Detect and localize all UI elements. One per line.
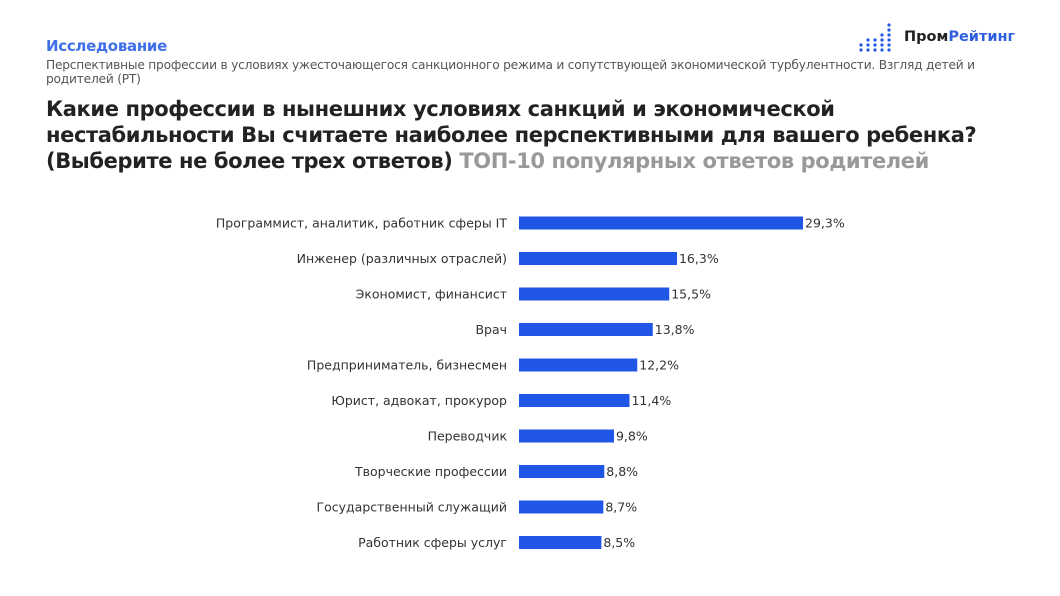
logo-dot: [873, 43, 877, 47]
category-label: Программист, аналитик, работник сферы IT: [216, 216, 508, 231]
logo-dot: [880, 33, 884, 37]
dot-bars-icon: [859, 23, 891, 52]
category-label: Юрист, адвокат, прокурор: [331, 393, 507, 408]
logo-dot: [880, 48, 884, 52]
logo-dot: [887, 33, 891, 37]
category-label: Работник сферы услуг: [358, 535, 507, 550]
value-label: 13,8%: [655, 322, 695, 337]
value-label: 11,4%: [631, 393, 671, 408]
logo-dot: [859, 48, 863, 52]
logo-part2: Рейтинг: [948, 29, 1016, 45]
value-label: 8,8%: [606, 464, 638, 479]
value-label: 15,5%: [671, 287, 711, 302]
section-kicker: Исследование: [46, 37, 167, 55]
category-label: Государственный служащий: [316, 500, 507, 515]
category-label: Врач: [475, 322, 507, 337]
bar: [519, 358, 638, 372]
logo-dot: [880, 43, 884, 47]
bar: [519, 536, 602, 549]
subtitle: Перспективные профессии в условиях ужест…: [46, 58, 975, 86]
logo: ПромРейтинг: [858, 22, 1015, 52]
category-label: Инженер (различных отраслей): [297, 251, 507, 266]
category-label: Экономист, финансист: [356, 287, 507, 302]
logo-dot: [866, 48, 870, 52]
value-label: 9,8%: [616, 429, 648, 444]
logo-dot: [859, 43, 863, 47]
logo-dot: [887, 28, 891, 32]
bar: [519, 252, 677, 265]
bar: [519, 287, 670, 301]
bar: [519, 323, 653, 336]
bar: [519, 500, 604, 514]
bar: [519, 216, 803, 230]
logo-dot: [880, 38, 884, 42]
logo-dot: [887, 48, 891, 52]
value-label: 8,7%: [605, 500, 637, 515]
value-label: 29,3%: [805, 216, 845, 231]
category-label: Предприниматель, бизнесмен: [307, 358, 507, 373]
logo-dot: [873, 38, 877, 42]
bar: [519, 394, 630, 407]
logo-dot: [866, 38, 870, 42]
logo-dot: [866, 43, 870, 47]
page-title: Какие профессии в нынешних условиях санк…: [46, 96, 1006, 174]
title-question: Какие профессии в нынешних условиях санк…: [46, 97, 977, 173]
logo-part1: Пром: [904, 29, 949, 45]
logo-dot: [887, 23, 891, 27]
value-label: 12,2%: [639, 358, 679, 373]
value-label: 8,5%: [603, 535, 635, 550]
logo-dot: [887, 38, 891, 42]
category-label: Переводчик: [428, 429, 508, 444]
logo-dot: [873, 48, 877, 52]
category-label: Творческие профессии: [354, 464, 507, 479]
bar: [519, 465, 605, 478]
value-label: 16,3%: [679, 251, 719, 266]
bar: [519, 429, 614, 443]
logo-dot: [887, 43, 891, 47]
title-accent: ТОП-10 популярных ответов родителей: [459, 149, 929, 173]
